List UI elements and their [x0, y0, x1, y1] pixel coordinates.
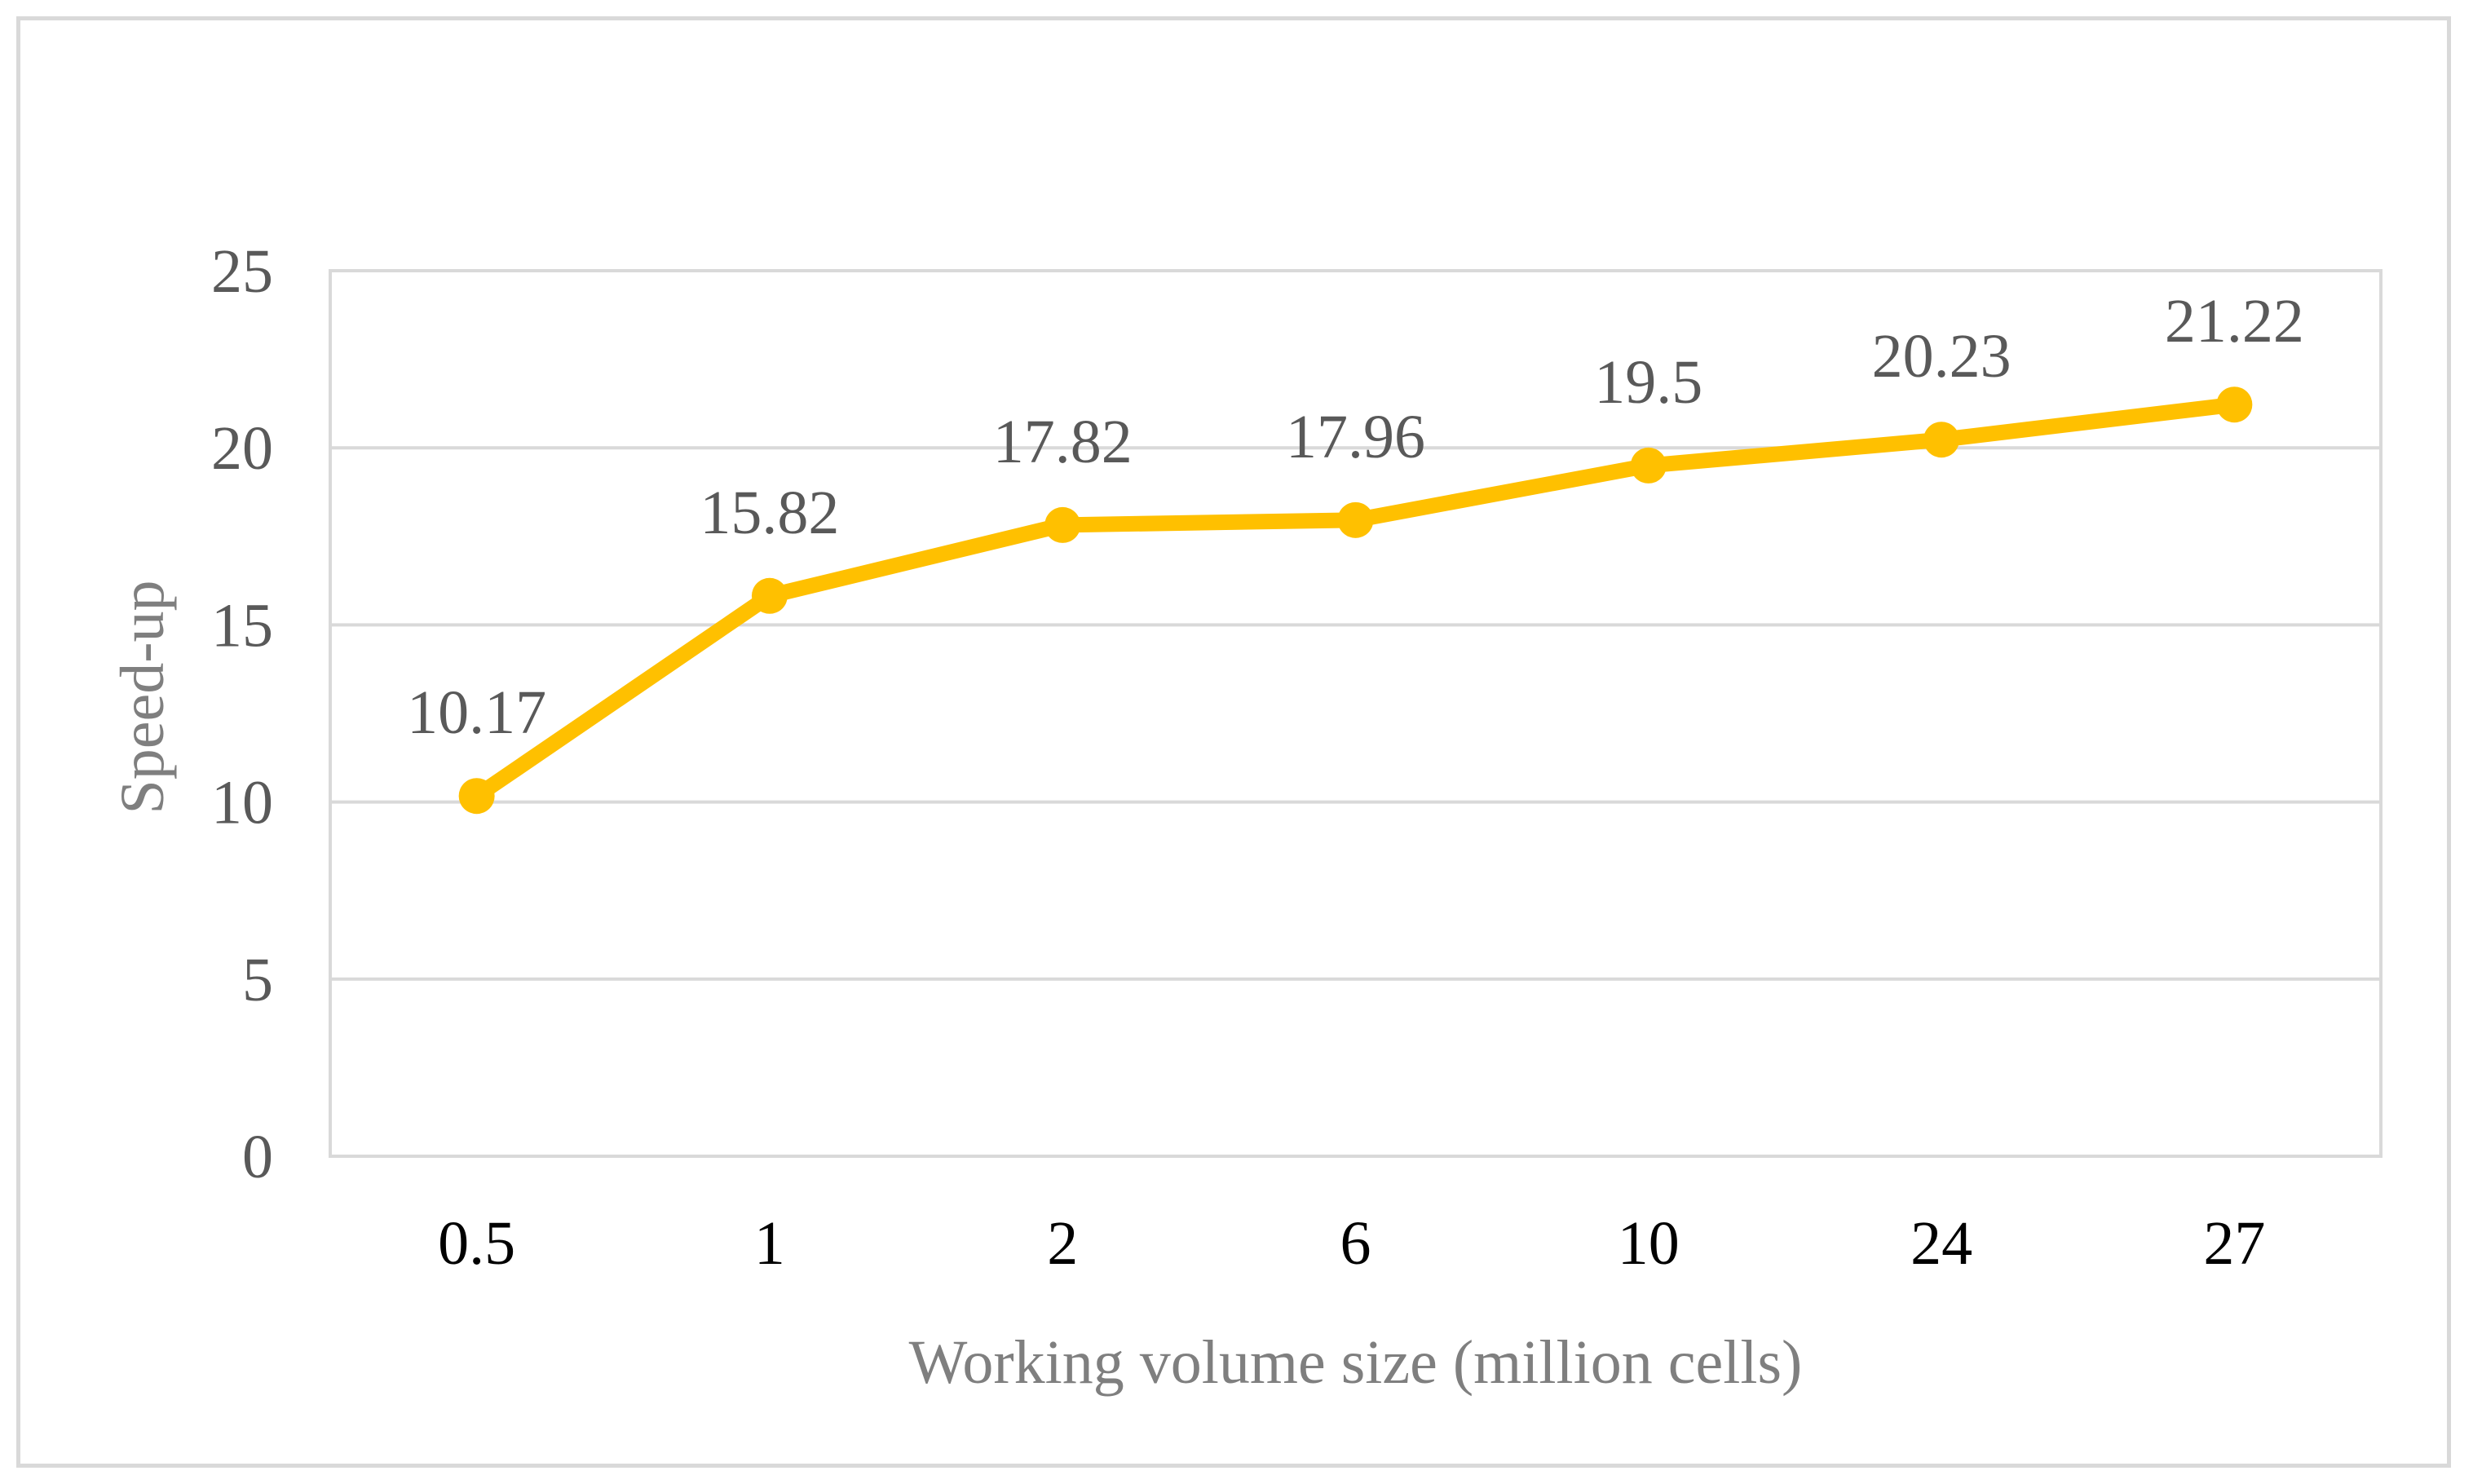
x-tick-label: 24: [1910, 1209, 1972, 1278]
x-tick-label: 0.5: [438, 1209, 515, 1278]
data-point: [751, 577, 788, 614]
data-point: [1923, 422, 1960, 458]
y-tick-label: 0: [242, 1123, 273, 1191]
x-tick-label: 1: [754, 1209, 785, 1278]
x-tick-label: 6: [1340, 1209, 1371, 1278]
y-tick-label: 5: [242, 946, 273, 1014]
data-labels: 10.17 15.82 17.82 17.96 19.5 20.23 21.22: [407, 287, 2304, 747]
data-label: 19.5: [1594, 348, 1702, 417]
data-label: 15.82: [700, 479, 839, 547]
x-tick-label: 2: [1047, 1209, 1078, 1278]
y-tick-label: 10: [211, 769, 273, 837]
y-axis-ticks: 0 5 10 15 20 25: [211, 237, 273, 1191]
y-tick-label: 15: [211, 591, 273, 660]
data-point: [2216, 386, 2253, 423]
data-label: 20.23: [1872, 322, 2012, 391]
x-tick-label: 27: [2203, 1209, 2265, 1278]
chart-frame: [16, 16, 2451, 1468]
data-label: 17.96: [1286, 403, 1425, 471]
gridlines: [330, 269, 2381, 1158]
y-tick-label: 20: [211, 414, 273, 483]
series: [458, 386, 2253, 815]
x-axis-title: Working volume size (million cells): [909, 1328, 1803, 1397]
data-point: [1630, 447, 1667, 484]
data-label: 10.17: [407, 678, 546, 747]
x-axis-ticks: 0.5 1 2 6 10 24 27: [438, 1209, 2265, 1278]
y-tick-label: 25: [211, 237, 273, 306]
x-tick-label: 10: [1618, 1209, 1680, 1278]
data-point: [1337, 501, 1374, 538]
data-label: 21.22: [2165, 287, 2304, 356]
data-point: [1044, 506, 1081, 543]
data-point: [458, 778, 495, 815]
y-axis-title: Speed-up: [108, 580, 177, 814]
data-label: 17.82: [993, 408, 1133, 476]
